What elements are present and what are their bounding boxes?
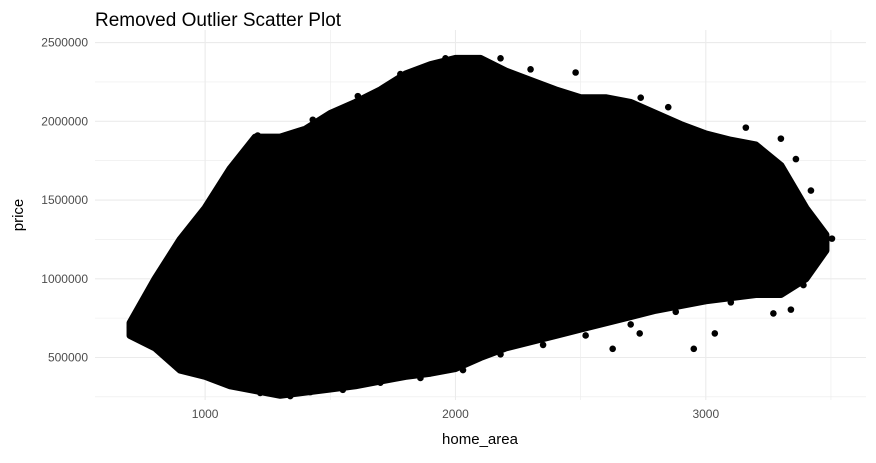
data-point [812, 221, 820, 229]
data-point [690, 345, 698, 353]
data-point [417, 374, 424, 382]
data-point [231, 160, 239, 168]
data-point [582, 332, 589, 339]
data-points [126, 54, 836, 400]
data-point [276, 133, 284, 141]
data-point [539, 341, 547, 349]
data-point [770, 310, 777, 317]
data-point [149, 281, 156, 289]
data-point [354, 92, 362, 100]
data-point [636, 330, 644, 337]
data-point [702, 130, 710, 138]
data-point [711, 330, 719, 337]
data-point [727, 299, 735, 306]
y-tick-label: 2500000 [41, 36, 88, 50]
data-point [442, 55, 449, 62]
data-point [339, 386, 347, 394]
data-point [742, 124, 750, 131]
data-point [377, 379, 384, 386]
data-point [800, 281, 807, 289]
data-point [497, 351, 504, 358]
data-point [397, 70, 404, 78]
y-axis-ticks: 500000 1000000 1500000 2000000 2500000 [41, 36, 88, 365]
data-point [572, 69, 579, 76]
data-point [497, 55, 504, 62]
data-point [131, 332, 139, 339]
chart-title: Removed Outlier Scatter Plot [95, 10, 342, 31]
data-point [792, 155, 800, 163]
data-point [637, 94, 645, 102]
data-point [254, 132, 262, 139]
x-tick-label: 2000 [442, 407, 469, 421]
y-tick-label: 1000000 [41, 272, 88, 286]
data-point [306, 388, 314, 396]
y-tick-label: 2000000 [41, 114, 88, 128]
data-point [664, 103, 672, 111]
data-point [777, 135, 785, 142]
data-point [229, 380, 236, 388]
data-point [527, 66, 534, 73]
data-point [787, 306, 795, 313]
data-point [189, 234, 196, 242]
x-axis-ticks: 1000 2000 3000 [192, 407, 720, 421]
y-tick-label: 1500000 [41, 193, 88, 207]
x-tick-label: 1000 [192, 407, 219, 421]
x-tick-label: 3000 [692, 407, 719, 421]
x-axis-label: home_area [442, 431, 519, 448]
data-point [828, 235, 836, 242]
data-point [609, 345, 616, 353]
data-point [201, 371, 209, 379]
data-point [627, 321, 634, 328]
data-point [459, 366, 467, 374]
data-point [206, 201, 214, 209]
data-point [807, 187, 815, 194]
data-point [171, 362, 179, 369]
data-point [126, 324, 134, 331]
point-density-region [126, 54, 830, 399]
data-point [256, 389, 264, 397]
data-point [672, 308, 680, 316]
y-axis-label: price [10, 199, 27, 232]
data-point [309, 116, 317, 124]
data-point [169, 267, 176, 275]
data-point [286, 392, 294, 400]
y-tick-label: 500000 [48, 350, 88, 364]
